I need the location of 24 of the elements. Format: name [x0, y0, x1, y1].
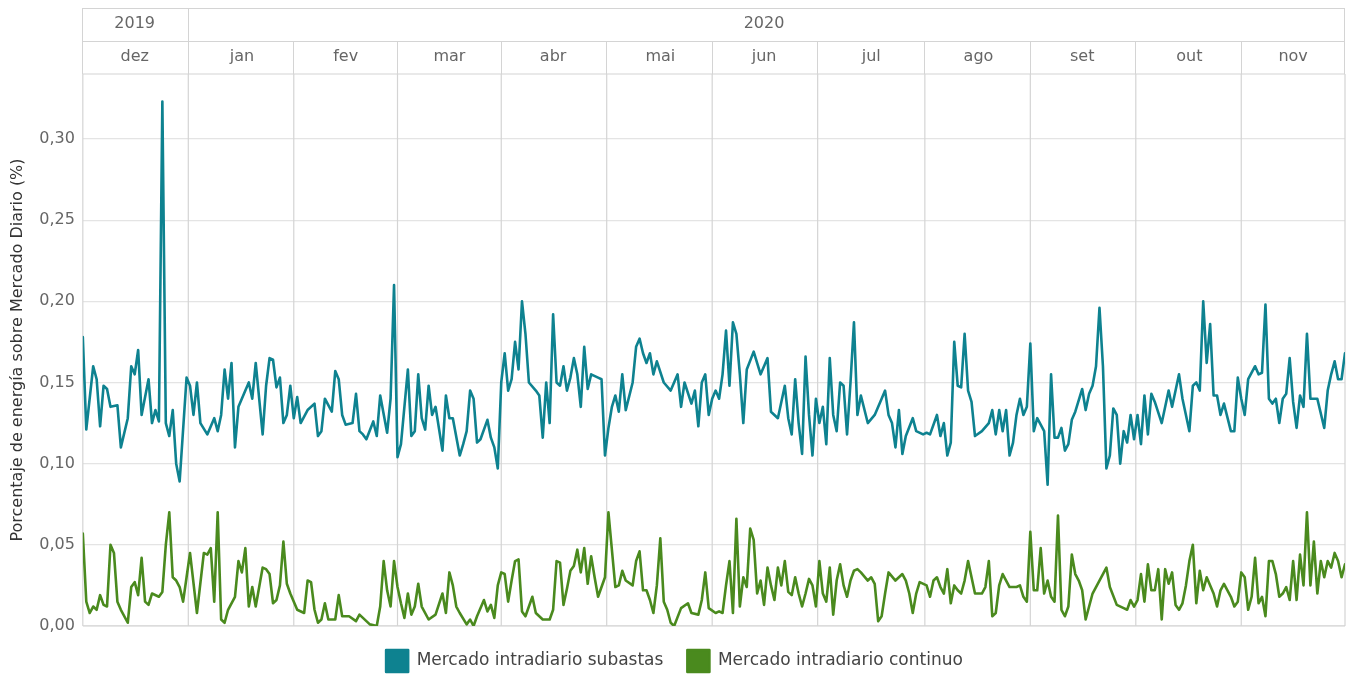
y-tick-label: 0,00: [39, 615, 75, 635]
x-tick-label: mai: [645, 45, 676, 65]
x-tick-label: nov: [1278, 45, 1308, 65]
y-tick-label: 0,05: [39, 533, 75, 553]
y-tick-label: 0,30: [39, 128, 75, 148]
x-tick-label: mar: [433, 45, 466, 65]
x-tick-label: set: [1069, 45, 1095, 65]
x-tick-label: jun: [750, 45, 777, 65]
x-tick-label: abr: [539, 45, 567, 65]
y-tick-label: 0,10: [39, 452, 75, 472]
x-tick-label: dez: [120, 45, 149, 65]
y-tick-label: 0,20: [39, 290, 75, 310]
x-tick-label: out: [1176, 45, 1203, 65]
x-tick-label: fev: [333, 45, 359, 65]
y-tick-label: 0,15: [39, 371, 75, 391]
legend-label: Mercado intradiario subastas: [416, 649, 664, 670]
x2-tick-label: 2019: [114, 12, 156, 32]
x2-tick-label: 2020: [743, 12, 785, 32]
legend-label: Mercado intradiario continuo: [717, 649, 963, 670]
y-axis-title: Porcentaje de energía sobre Mercado Diario (%): [6, 158, 26, 542]
x-tick-label: jan: [228, 45, 255, 65]
x-tick-label: ago: [963, 45, 994, 65]
x-tick-label: jul: [860, 45, 881, 65]
y-tick-label: 0,25: [39, 209, 75, 229]
